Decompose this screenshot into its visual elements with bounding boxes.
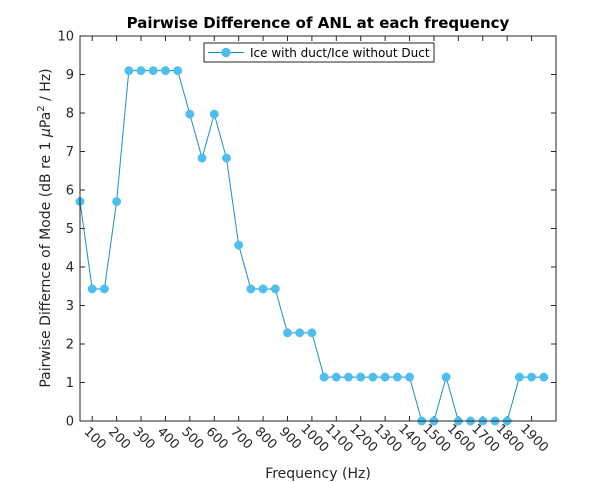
- series-point: [185, 109, 195, 119]
- y-tick-label: 8: [66, 107, 74, 122]
- series-point: [136, 66, 146, 76]
- legend-box: [203, 42, 435, 63]
- y-tick-label: 7: [66, 145, 74, 160]
- series-point: [160, 66, 170, 76]
- y-tick-label: 9: [66, 68, 74, 83]
- series-point: [283, 328, 292, 338]
- plot-area: [80, 36, 556, 421]
- series-point: [539, 372, 549, 382]
- series-point: [124, 66, 134, 76]
- y-axis-label-exponent: 2: [36, 105, 47, 111]
- y-axis-label-unit: Pa: [38, 112, 54, 128]
- y-tick-label: 0: [66, 415, 74, 430]
- series-point: [222, 153, 231, 163]
- series-point: [307, 328, 317, 338]
- y-tick-label: 10: [57, 30, 74, 45]
- y-axis-label-text: Pairwise Differnce of Mode (dB re 1: [38, 137, 54, 388]
- y-axis-label: Pairwise Differnce of Mode (dB re 1 μPa2…: [36, 68, 54, 387]
- y-axis-ticks: 0 1 2 3 4 5 6 7 8 9 10: [57, 30, 556, 430]
- legend-entry-label: Ice with duct/Ice without Duct: [250, 46, 430, 60]
- series-point: [246, 284, 256, 294]
- series-point: [380, 372, 390, 382]
- series-point: [527, 372, 537, 382]
- series-point: [99, 284, 109, 294]
- series-point: [331, 372, 341, 382]
- y-tick-label: 3: [66, 299, 74, 314]
- series-point: [258, 284, 268, 294]
- y-axis-label-mu: μ: [38, 128, 54, 138]
- series-point: [173, 66, 183, 76]
- y-tick-label: 6: [66, 184, 74, 199]
- y-tick-label: 2: [66, 338, 74, 353]
- y-axis-label-suffix: / Hz): [38, 68, 54, 105]
- series-point: [368, 372, 378, 382]
- series-point: [209, 109, 219, 119]
- series-point: [356, 372, 366, 382]
- series-point: [319, 372, 329, 382]
- series-point: [441, 372, 451, 382]
- chart-title: Pairwise Difference of ANL at each frequ…: [127, 14, 510, 32]
- y-tick-label: 5: [66, 222, 74, 237]
- series-point: [295, 328, 305, 338]
- legend-marker-sample: [221, 47, 231, 58]
- x-axis-label: Frequency (Hz): [265, 466, 371, 482]
- series-point: [392, 372, 402, 382]
- series-point: [270, 284, 280, 294]
- series-point: [405, 372, 414, 382]
- series-point: [87, 284, 97, 294]
- series-point: [197, 153, 207, 163]
- axes-box: [79, 35, 557, 422]
- series-point: [514, 372, 524, 382]
- series-point: [112, 197, 122, 207]
- y-tick-label: 4: [66, 261, 74, 276]
- legend: Ice with duct/Ice without Duct: [203, 42, 435, 63]
- series-point: [148, 66, 158, 76]
- y-tick-label: 1: [66, 376, 74, 391]
- series-point: [234, 240, 244, 250]
- series-point: [344, 372, 353, 382]
